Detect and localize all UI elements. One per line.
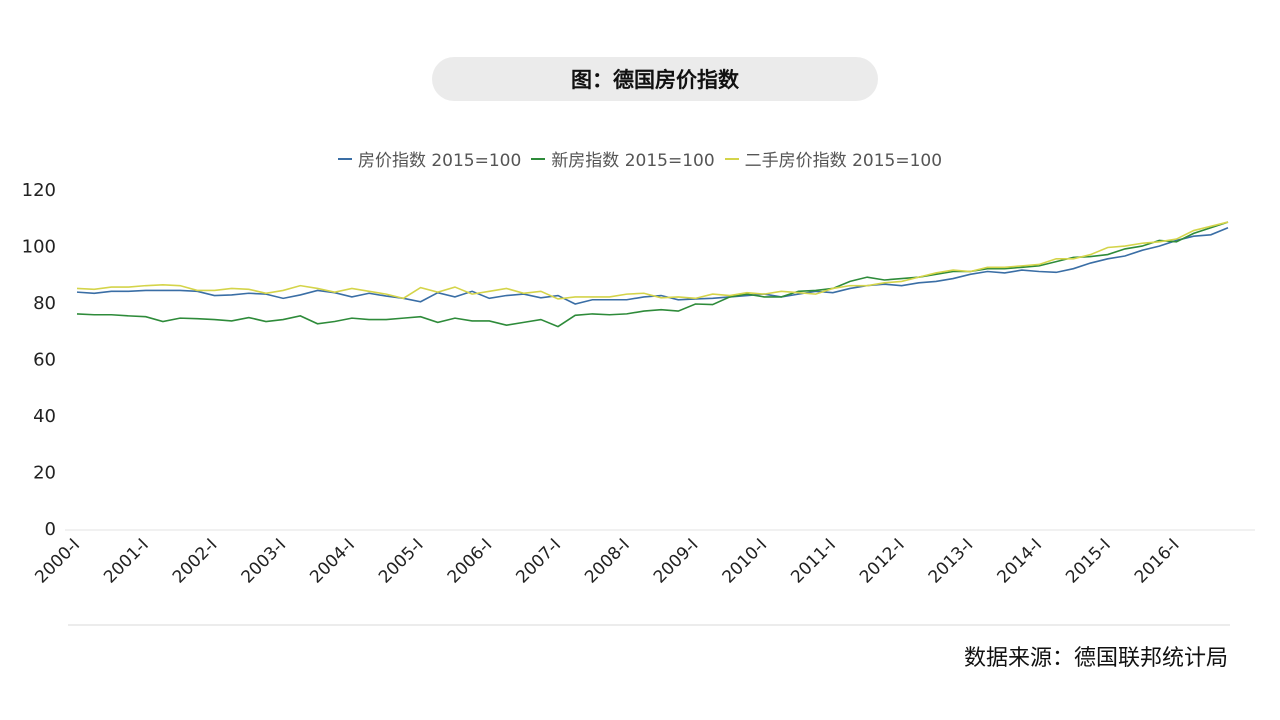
- y-tick-label: 20: [33, 463, 56, 484]
- y-tick-label: 100: [22, 237, 56, 258]
- x-tick-label: 2008-I: [581, 535, 634, 588]
- x-tick-label: 2015-I: [1062, 535, 1115, 588]
- legend-swatch: [337, 157, 352, 160]
- x-tick-label: 2000-I: [31, 535, 84, 588]
- x-tick-label: 2014-I: [993, 535, 1046, 588]
- legend-label: 房价指数 2015=100: [357, 151, 522, 171]
- legend: 房价指数 2015=100 新房指数 2015=100 二手房价指数 2015=10…: [0, 146, 1280, 171]
- x-tick-label: 2005-I: [375, 535, 428, 588]
- x-tick-label: 2011-I: [787, 535, 840, 588]
- source-note: 数据来源：德国联邦统计局: [963, 646, 1228, 671]
- x-tick-label: 2003-I: [238, 535, 291, 588]
- series-line: [76, 221, 1229, 300]
- x-tick-label: 2016-I: [1131, 535, 1184, 588]
- x-tick-label: 2002-I: [169, 535, 222, 588]
- legend-item: 新房指数 2015=100: [531, 146, 715, 171]
- legend-item: 房价指数 2015=100: [337, 146, 522, 171]
- legend-swatch: [531, 157, 546, 160]
- x-tick-label: 2010-I: [719, 535, 772, 588]
- legend-label: 新房指数 2015=100: [551, 151, 715, 171]
- chart-title: 图：德国房价指数: [432, 57, 878, 101]
- legend-label: 二手房价指数 2015=100: [744, 151, 943, 171]
- series-line: [76, 226, 1229, 305]
- x-tick-label: 2009-I: [650, 535, 703, 588]
- x-tick-label: 2013-I: [925, 535, 978, 588]
- y-tick-label: 0: [45, 519, 56, 540]
- x-tick-label: 2006-I: [444, 535, 497, 588]
- x-tick-label: 2001-I: [100, 535, 153, 588]
- y-tick-label: 60: [33, 350, 56, 371]
- legend-item: 二手房价指数 2015=100: [724, 146, 943, 171]
- y-tick-label: 40: [33, 406, 56, 427]
- y-tick-label: 120: [22, 180, 56, 201]
- x-tick-label: 2007-I: [512, 535, 565, 588]
- legend-swatch: [724, 157, 739, 160]
- series-line: [76, 221, 1229, 328]
- x-tick-label: 2004-I: [306, 535, 359, 588]
- y-tick-label: 80: [33, 293, 56, 314]
- x-tick-label: 2012-I: [856, 535, 909, 588]
